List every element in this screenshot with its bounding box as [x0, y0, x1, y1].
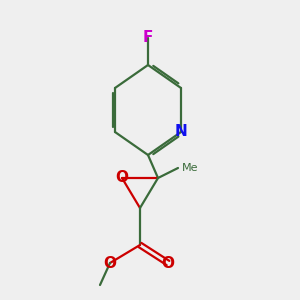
Text: N: N — [175, 124, 188, 140]
Text: O: O — [103, 256, 116, 271]
Text: F: F — [143, 31, 153, 46]
Text: O: O — [161, 256, 175, 271]
Text: O: O — [116, 170, 128, 185]
Text: Me: Me — [182, 163, 199, 173]
